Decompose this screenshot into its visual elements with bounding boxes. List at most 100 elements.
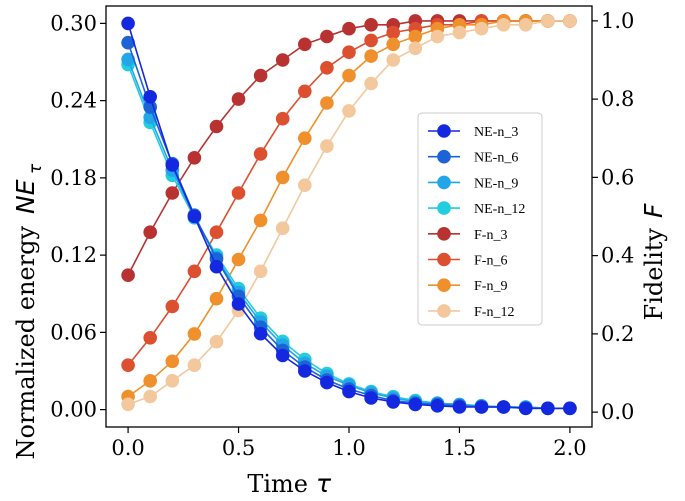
legend-marker-F-n_6 — [437, 252, 451, 267]
x-tick-label-4: 2.0 — [553, 436, 586, 460]
point-F-n_6-12 — [386, 25, 401, 40]
point-NE-n_3-0 — [121, 16, 135, 31]
point-NE-n_3-17 — [496, 400, 511, 414]
point-F-n_9-11 — [364, 49, 378, 63]
point-F-n_12-4 — [209, 334, 224, 349]
point-NE-n_3-12 — [386, 395, 401, 409]
point-NE-n_3-14 — [430, 399, 445, 413]
point-NE-n_3-15 — [452, 400, 467, 414]
legend-marker-F-n_12 — [437, 304, 451, 318]
point-NE-n_9-0 — [121, 52, 135, 67]
left-axis-title: Normalized energy NE τ — [11, 163, 46, 459]
point-F-n_6-2 — [165, 299, 180, 314]
point-NE-n_3-19 — [541, 401, 555, 416]
right-axis-title: Fidelity F — [639, 203, 668, 320]
point-F-n_12-6 — [253, 264, 268, 279]
point-F-n_3-9 — [320, 29, 334, 44]
legend-entry-NE-n_9: NE-n_9 — [428, 175, 518, 191]
y-right-tick-label-3: 0.6 — [601, 165, 634, 189]
y-left-tick-label-5: 0.30 — [50, 11, 97, 35]
series-layer — [121, 14, 577, 416]
point-NE-n_6-0 — [121, 35, 135, 50]
legend-marker-NE-n_12 — [437, 201, 451, 215]
point-F-n_6-7 — [275, 111, 290, 126]
legend-entry-NE-n_12: NE-n_12 — [428, 201, 525, 217]
point-NE-n_3-3 — [187, 209, 202, 224]
legend-label-F-n_3: F-n_3 — [474, 228, 507, 243]
legend-label-NE-n_12: NE-n_12 — [474, 202, 525, 217]
y-right-tick-label-2: 0.4 — [601, 244, 634, 268]
point-F-n_3-5 — [231, 92, 246, 106]
point-F-n_9-9 — [320, 96, 334, 110]
x-tick-label-3: 1.5 — [443, 436, 476, 460]
point-F-n_9-6 — [253, 213, 268, 228]
point-F-n_12-9 — [320, 139, 334, 153]
left-axis-subscript: τ — [26, 163, 46, 174]
point-F-n_6-4 — [209, 225, 224, 239]
point-F-n_9-12 — [386, 37, 401, 52]
legend-entry-NE-n_3: NE-n_3 — [428, 124, 518, 140]
y-right-tick-label-0: 0.0 — [601, 400, 634, 424]
point-NE-n_3-16 — [474, 400, 489, 414]
point-F-n_12-0 — [121, 397, 135, 412]
x-axis-title: Time τ — [247, 469, 332, 498]
legend-box — [417, 112, 543, 326]
legend-label-NE-n_9: NE-n_9 — [474, 176, 518, 191]
point-NE-n_3-4 — [209, 259, 224, 274]
point-NE-n_6-1 — [143, 100, 157, 114]
point-NE-n_3-11 — [364, 391, 378, 405]
y-left-tick-label-2: 0.12 — [50, 243, 97, 267]
legend-marker-F-n_3 — [437, 227, 451, 241]
point-F-n_3-11 — [364, 18, 378, 32]
point-NE-n_3-7 — [275, 348, 290, 363]
legend-entry-NE-n_6: NE-n_6 — [428, 149, 518, 166]
point-F-n_9-13 — [408, 29, 423, 44]
y-left-tick-label-1: 0.06 — [50, 320, 97, 344]
x-tick-label-0: 0.0 — [111, 436, 144, 460]
series-NE-n_3 — [121, 16, 577, 416]
point-F-n_3-3 — [187, 151, 202, 165]
legend-entry-F-n_9: F-n_9 — [428, 278, 507, 294]
legend-label-NE-n_3: NE-n_3 — [474, 125, 518, 140]
point-F-n_12-7 — [275, 221, 290, 235]
point-F-n_3-0 — [121, 268, 135, 283]
point-F-n_9-1 — [143, 374, 157, 388]
point-F-n_6-5 — [231, 186, 246, 200]
point-NE-n_3-1 — [143, 90, 157, 104]
point-F-n_3-1 — [143, 225, 157, 239]
point-NE-n_3-9 — [320, 375, 334, 390]
point-F-n_9-3 — [187, 327, 202, 341]
legend-label-F-n_12: F-n_12 — [474, 305, 514, 320]
legend: NE-n_3 NE-n_6 NE-n_9 NE-n_12 F-n_3 F-n_6 F-n_9… — [417, 112, 543, 326]
point-F-n_12-19 — [541, 14, 555, 28]
legend-marker-NE-n_9 — [437, 175, 451, 190]
y-right-tick-label-5: 1.0 — [601, 9, 634, 33]
point-F-n_12-13 — [408, 41, 423, 56]
point-F-n_6-1 — [143, 331, 157, 345]
point-NE-n_3-8 — [298, 364, 312, 378]
point-F-n_6-3 — [187, 264, 202, 279]
legend-marker-NE-n_3 — [437, 124, 451, 138]
x-tick-label-2: 1.0 — [332, 436, 365, 460]
left-axis-symbol: NE — [11, 179, 40, 214]
point-F-n_9-5 — [231, 252, 246, 267]
point-F-n_9-10 — [342, 68, 356, 83]
point-F-n_12-12 — [386, 53, 401, 67]
point-F-n_12-11 — [364, 76, 378, 91]
point-F-n_6-0 — [121, 358, 135, 373]
legend-entry-F-n_6: F-n_6 — [428, 252, 507, 269]
x-axis-symbol: τ — [316, 469, 332, 498]
point-F-n_6-8 — [298, 84, 312, 99]
point-F-n_12-15 — [452, 25, 467, 40]
point-F-n_6-11 — [364, 33, 378, 48]
y-left-tick-label-3: 0.18 — [50, 166, 97, 190]
point-F-n_6-9 — [320, 61, 334, 75]
point-NE-n_3-6 — [253, 326, 268, 341]
y-right-tick-label-1: 0.2 — [601, 322, 634, 346]
point-F-n_3-4 — [209, 119, 224, 134]
point-F-n_12-3 — [187, 358, 202, 373]
point-NE-n_3-18 — [518, 401, 533, 416]
point-F-n_3-7 — [275, 53, 290, 67]
point-F-n_9-4 — [209, 291, 224, 306]
